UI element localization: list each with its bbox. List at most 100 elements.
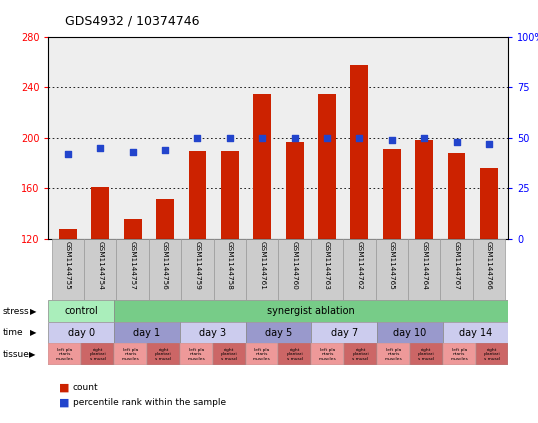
Text: right
plantari
s muscl: right plantari s muscl [352, 348, 369, 361]
Text: left pla
ntaris
muscles: left pla ntaris muscles [319, 348, 337, 361]
Text: right
plantari
s muscl: right plantari s muscl [89, 348, 106, 361]
Bar [253, 93, 271, 239]
Bar [376, 239, 408, 300]
Text: GSM1144759: GSM1144759 [194, 241, 201, 290]
Bar [147, 343, 180, 365]
Bar [343, 239, 376, 300]
Bar [377, 322, 443, 343]
Point [387, 137, 396, 143]
Bar [246, 239, 279, 300]
Bar [318, 93, 336, 239]
Point [323, 135, 331, 141]
Bar [350, 65, 369, 239]
Text: day 14: day 14 [459, 328, 492, 338]
Text: day 0: day 0 [68, 328, 95, 338]
Text: percentile rank within the sample: percentile rank within the sample [73, 398, 226, 407]
Bar [476, 343, 508, 365]
Text: stress: stress [3, 307, 29, 316]
Bar [114, 300, 508, 322]
Bar [91, 187, 109, 239]
Text: GSM1144760: GSM1144760 [292, 241, 298, 290]
Bar [214, 239, 246, 300]
Bar [480, 168, 498, 239]
Point [96, 145, 104, 151]
Bar [59, 229, 77, 239]
Bar [114, 322, 180, 343]
Bar [149, 239, 181, 300]
Bar [245, 343, 279, 365]
Bar [383, 149, 401, 239]
Text: right
plantari
s muscl: right plantari s muscl [418, 348, 435, 361]
Bar [116, 239, 149, 300]
Text: GSM1144766: GSM1144766 [486, 241, 492, 290]
Bar [448, 153, 465, 239]
Text: control: control [65, 306, 98, 316]
Text: time: time [3, 328, 23, 337]
Bar [441, 239, 473, 300]
Bar [180, 343, 213, 365]
Bar [188, 151, 207, 239]
Text: tissue: tissue [3, 350, 30, 359]
Text: left pla
ntaris
muscles: left pla ntaris muscles [385, 348, 402, 361]
Bar [473, 239, 505, 300]
Text: day 1: day 1 [133, 328, 160, 338]
Text: GSM1144756: GSM1144756 [162, 241, 168, 290]
Bar [81, 343, 114, 365]
Bar [377, 343, 410, 365]
Bar [344, 343, 377, 365]
Bar [408, 239, 441, 300]
Point [355, 135, 364, 141]
Text: right
plantari
s muscl: right plantari s muscl [155, 348, 172, 361]
Text: day 7: day 7 [330, 328, 358, 338]
Bar [213, 343, 245, 365]
Bar [443, 322, 508, 343]
Bar [124, 219, 141, 239]
Text: ▶: ▶ [29, 350, 35, 359]
Bar [286, 142, 303, 239]
Text: count: count [73, 383, 98, 393]
Bar [279, 343, 312, 365]
Text: right
plantari
s muscl: right plantari s muscl [286, 348, 303, 361]
Bar [48, 300, 114, 322]
Text: GSM1144763: GSM1144763 [324, 241, 330, 290]
Bar [48, 322, 114, 343]
Point [63, 151, 72, 157]
Bar [156, 198, 174, 239]
Text: synergist ablation: synergist ablation [267, 306, 355, 316]
Text: left pla
ntaris
muscles: left pla ntaris muscles [253, 348, 271, 361]
Bar [245, 322, 312, 343]
Text: GDS4932 / 10374746: GDS4932 / 10374746 [65, 15, 199, 28]
Text: left pla
ntaris
muscles: left pla ntaris muscles [56, 348, 74, 361]
Point [225, 135, 234, 141]
Text: day 5: day 5 [265, 328, 292, 338]
Point [291, 135, 299, 141]
Text: left pla
ntaris
muscles: left pla ntaris muscles [450, 348, 468, 361]
Text: GSM1144761: GSM1144761 [259, 241, 265, 290]
Bar [443, 343, 476, 365]
Bar [410, 343, 443, 365]
Text: GSM1144758: GSM1144758 [227, 241, 233, 290]
Bar [312, 343, 344, 365]
Bar [415, 140, 433, 239]
Text: ■: ■ [59, 383, 70, 393]
Bar [312, 322, 377, 343]
Text: GSM1144757: GSM1144757 [130, 241, 136, 290]
Point [258, 135, 266, 141]
Bar [52, 239, 84, 300]
Text: right
plantari
s muscl: right plantari s muscl [484, 348, 500, 361]
Bar [180, 322, 245, 343]
Point [420, 135, 428, 141]
Text: ■: ■ [59, 398, 70, 408]
Text: GSM1144764: GSM1144764 [421, 241, 427, 290]
Point [193, 135, 202, 141]
Text: ▶: ▶ [30, 307, 36, 316]
Text: ▶: ▶ [30, 328, 36, 337]
Text: right
plantari
s muscl: right plantari s muscl [221, 348, 237, 361]
Bar [311, 239, 343, 300]
Bar [48, 343, 81, 365]
Point [485, 140, 493, 147]
Text: GSM1144767: GSM1144767 [454, 241, 459, 290]
Bar [181, 239, 214, 300]
Text: left pla
ntaris
muscles: left pla ntaris muscles [187, 348, 205, 361]
Text: left pla
ntaris
muscles: left pla ntaris muscles [122, 348, 139, 361]
